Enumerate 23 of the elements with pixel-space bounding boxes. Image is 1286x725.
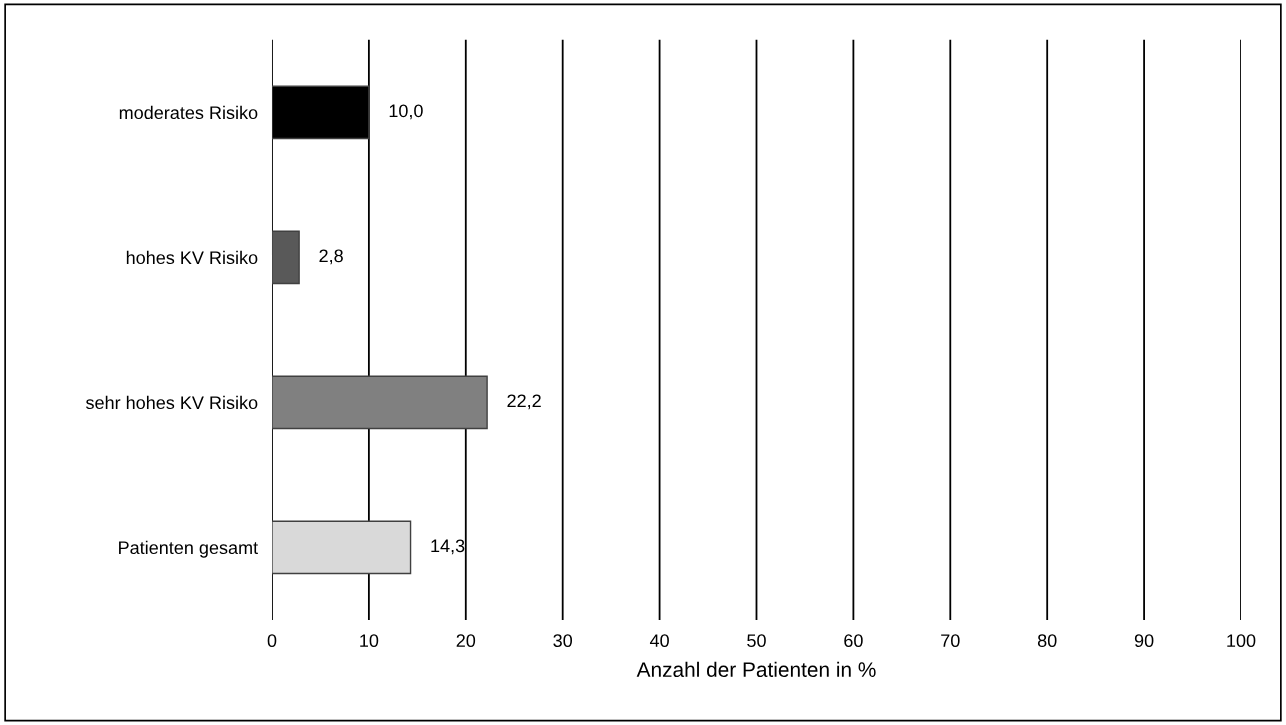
y-tick-label: hohes KV Risiko bbox=[126, 250, 258, 265]
data-label: 2,8 bbox=[319, 249, 343, 265]
data-label: 10,0 bbox=[389, 104, 423, 120]
data-label: 22,2 bbox=[507, 394, 541, 410]
bar bbox=[271, 375, 488, 430]
y-tick-label: Patienten gesamt bbox=[119, 540, 258, 558]
data-label: 14,3 bbox=[431, 539, 465, 555]
x-axis-title: Anzahl der Patienten in % bbox=[636, 661, 876, 678]
x-tick-label: 0 bbox=[267, 634, 277, 648]
y-tick-label: moderates Risiko bbox=[119, 105, 258, 120]
x-tick-label: 80 bbox=[1037, 634, 1057, 648]
bar bbox=[271, 230, 300, 285]
x-tick-label: 30 bbox=[553, 634, 573, 648]
x-tick-label: 100 bbox=[1227, 634, 1256, 648]
y-tick-label: sehr hohes KV Risiko bbox=[86, 395, 258, 410]
x-tick-label: 10 bbox=[360, 634, 379, 648]
x-tick-label: 20 bbox=[456, 634, 476, 648]
x-tick-label: 70 bbox=[941, 634, 960, 648]
x-tick-label: 50 bbox=[747, 634, 766, 648]
x-tick-label: 40 bbox=[649, 634, 669, 648]
x-tick-label: 60 bbox=[844, 634, 863, 648]
bar bbox=[271, 520, 412, 575]
x-tick-label: 90 bbox=[1134, 634, 1154, 648]
